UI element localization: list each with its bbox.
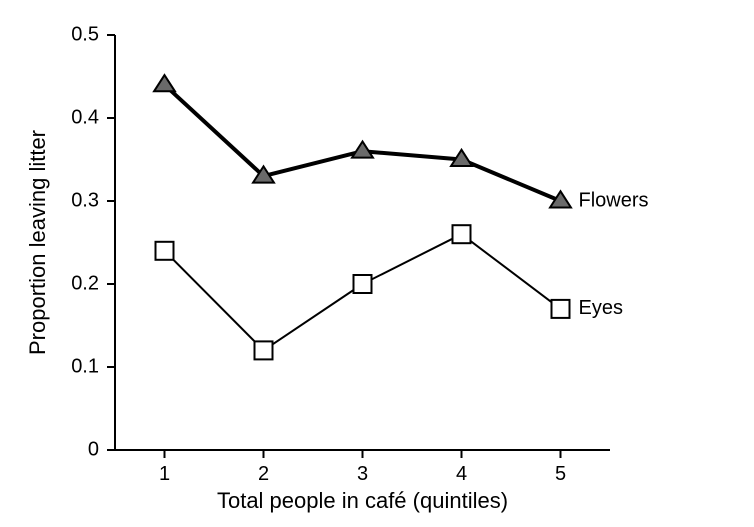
- series-label-eyes: Eyes: [579, 297, 623, 319]
- marker-eyes: [354, 275, 372, 293]
- svg-text:0.1: 0.1: [71, 355, 99, 377]
- svg-text:1: 1: [159, 463, 170, 485]
- y-axis-title: Proportion leaving litter: [25, 130, 50, 355]
- svg-text:0.3: 0.3: [71, 189, 99, 211]
- svg-text:2: 2: [258, 463, 269, 485]
- marker-eyes: [453, 225, 471, 243]
- marker-eyes: [255, 341, 273, 359]
- marker-eyes: [552, 300, 570, 318]
- svg-text:0.2: 0.2: [71, 272, 99, 294]
- svg-text:3: 3: [357, 463, 368, 485]
- litter-chart: 0 0.1 0.2 0.3 0.4 0.5 1 2 3 4 5 Total people in caf…: [0, 0, 754, 527]
- svg-text:5: 5: [555, 463, 566, 485]
- x-axis-title: Total people in café (quintiles): [217, 488, 508, 513]
- marker-eyes: [156, 242, 174, 260]
- svg-text:0.5: 0.5: [71, 23, 99, 45]
- svg-text:4: 4: [456, 463, 467, 485]
- chart-svg: 0 0.1 0.2 0.3 0.4 0.5 1 2 3 4 5 Total people in caf…: [0, 0, 754, 527]
- series-label-flowers: Flowers: [579, 189, 649, 211]
- svg-text:0.4: 0.4: [71, 106, 99, 128]
- svg-text:0: 0: [88, 438, 99, 460]
